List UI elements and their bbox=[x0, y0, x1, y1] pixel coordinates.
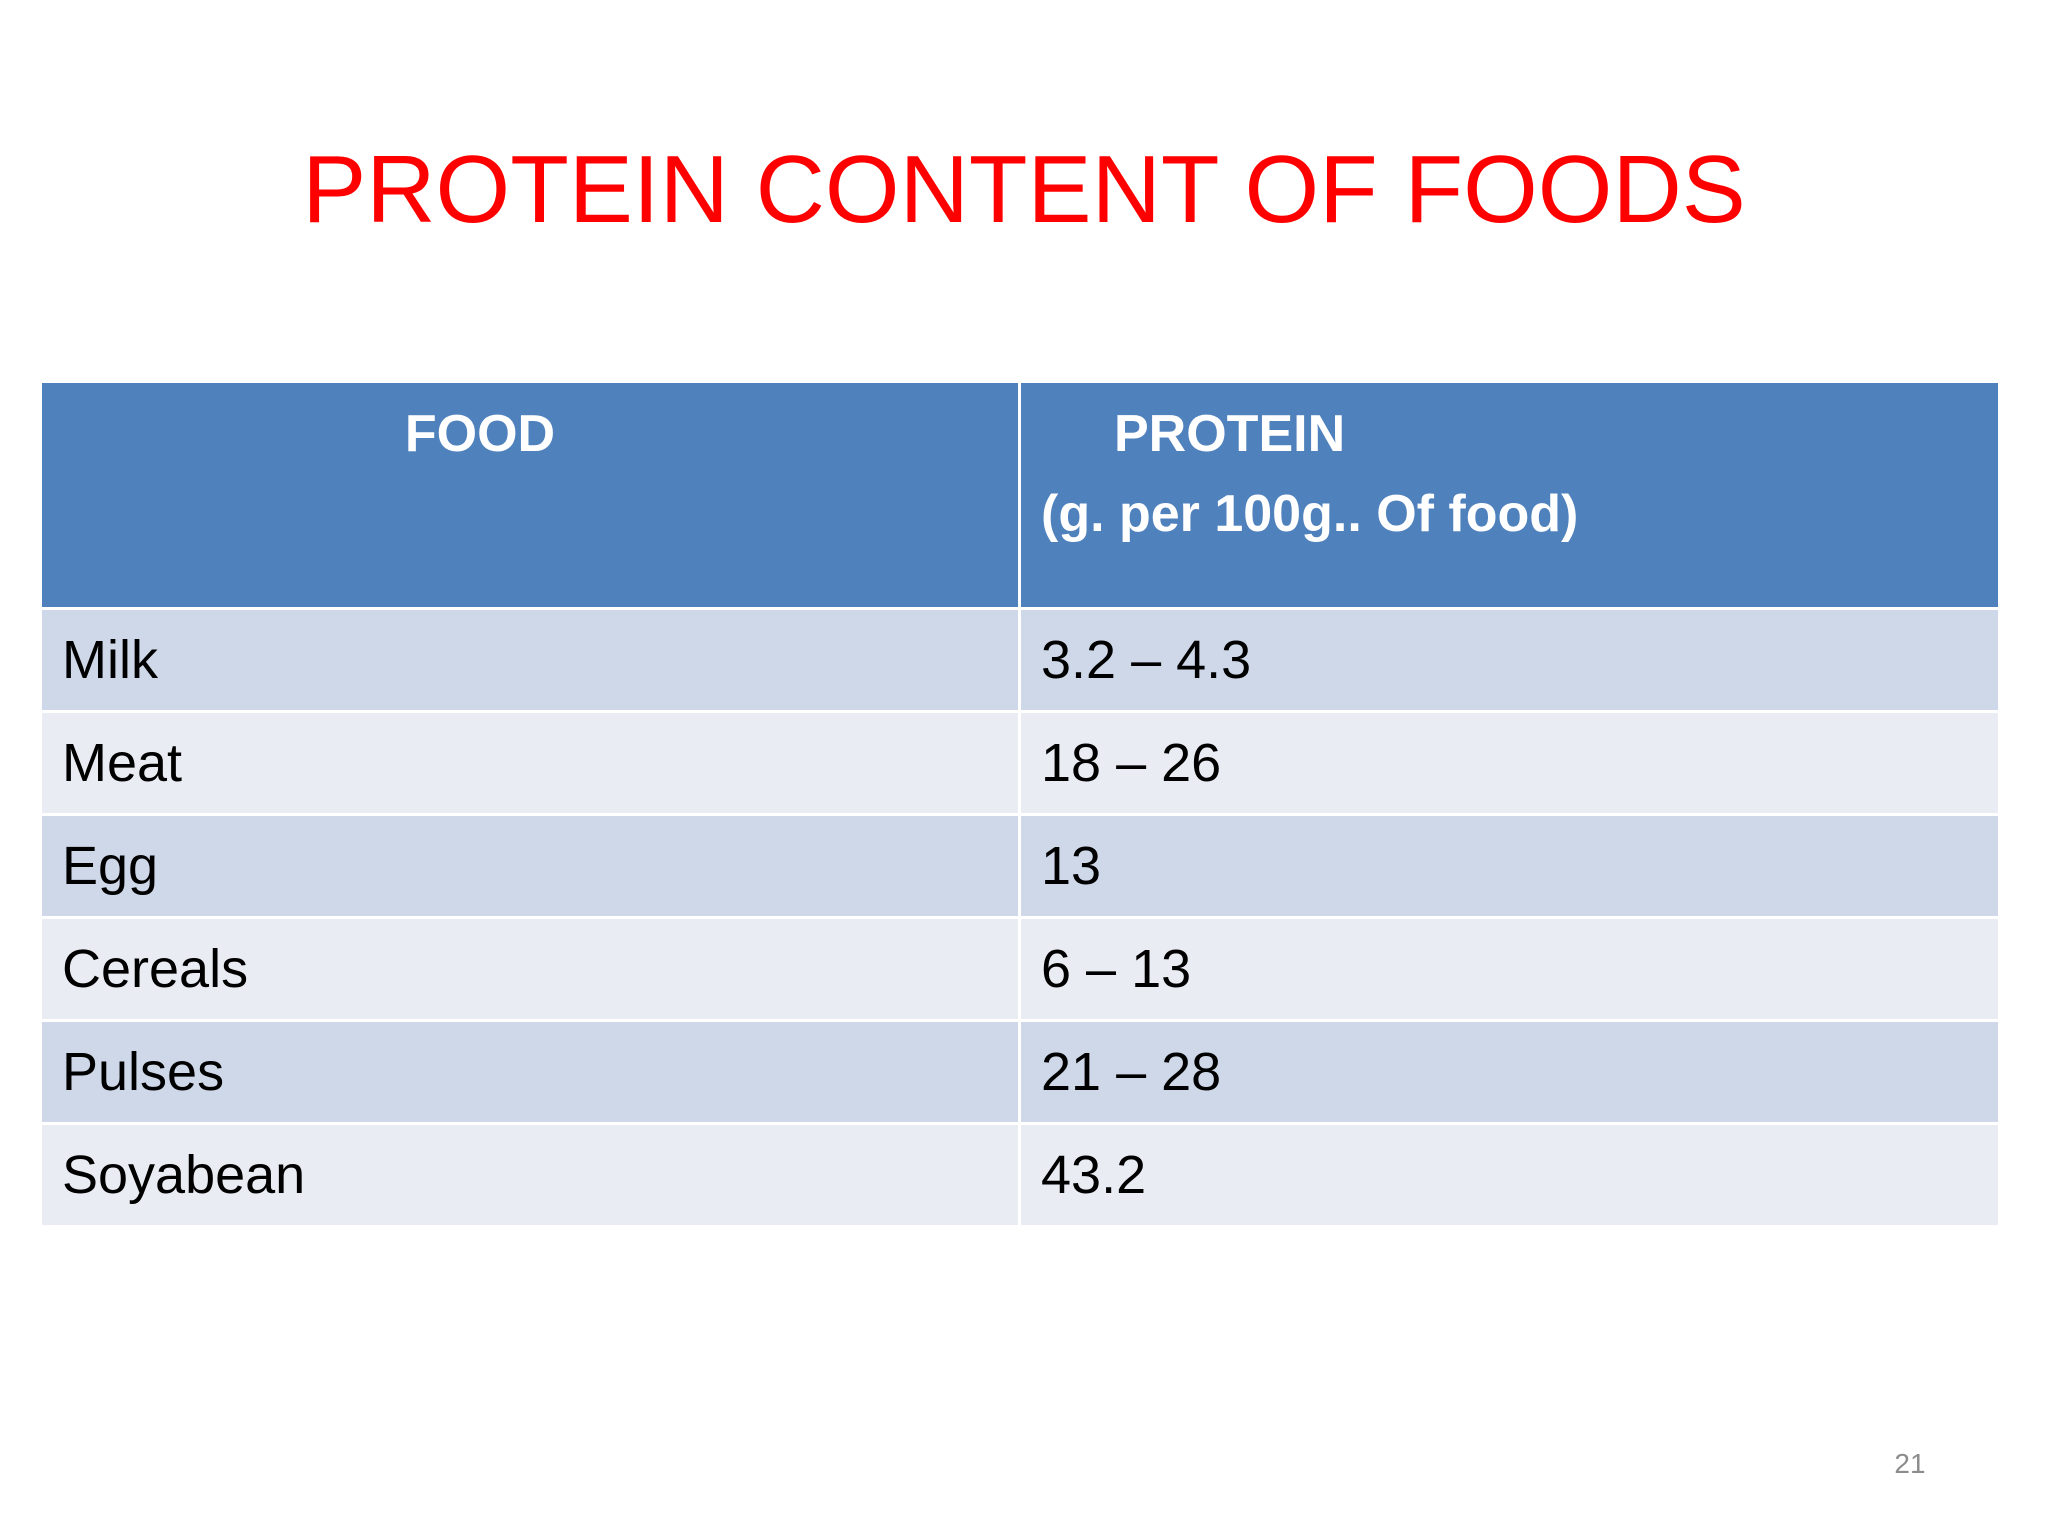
protein-cell: 13 bbox=[1021, 816, 1998, 916]
header-label: PROTEIN bbox=[1114, 405, 1346, 463]
food-cell: Meat bbox=[42, 713, 1018, 813]
header-cell: FOOD bbox=[42, 383, 1018, 607]
food-cell: Soyabean bbox=[42, 1125, 1018, 1225]
header-sublabel: (g. per 100g.. Of food) bbox=[1041, 485, 1579, 543]
protein-cell: 18 – 26 bbox=[1021, 713, 1998, 813]
protein-cell: 21 – 28 bbox=[1021, 1022, 1998, 1122]
food-cell: Pulses bbox=[42, 1022, 1018, 1122]
header-cell: PROTEIN (g. per 100g.. Of food) bbox=[1021, 383, 1998, 607]
page-number: 21 bbox=[1894, 1448, 1926, 1479]
food-cell: Egg bbox=[42, 816, 1018, 916]
slide-title: PROTEIN CONTENT OF FOODS bbox=[302, 136, 1746, 243]
protein-cell: 6 – 13 bbox=[1021, 919, 1998, 1019]
protein-cell: 43.2 bbox=[1021, 1125, 1998, 1225]
header-label: FOOD bbox=[404, 405, 556, 463]
food-cell: Milk bbox=[42, 610, 1018, 710]
protein-cell: 3.2 – 4.3 bbox=[1021, 610, 1998, 710]
food-cell: Cereals bbox=[42, 919, 1018, 1019]
